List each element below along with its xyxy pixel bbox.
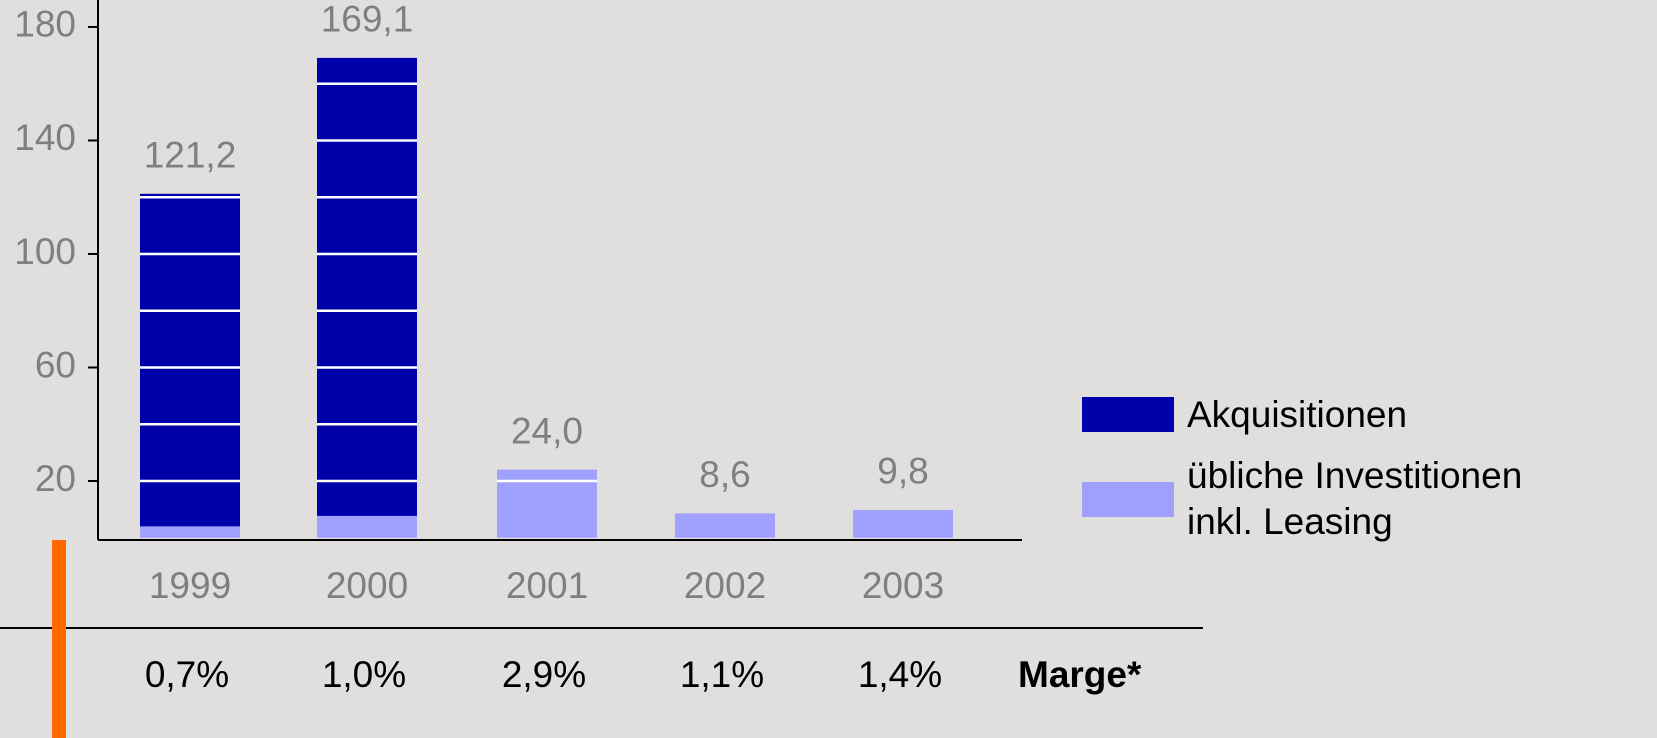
margin-value: 2,9% [502,654,586,695]
x-tick-label: 1999 [149,565,231,606]
y-tick-label: 100 [14,231,76,272]
y-tick-label: 180 [14,4,76,45]
legend-label: übliche Investitionen inkl. Leasing [1187,455,1523,542]
bar-segment [675,513,775,538]
bar-segment [140,193,240,527]
margin-value: 1,1% [680,654,764,695]
margin-label: Marge* [1018,654,1142,695]
total-label: 24,0 [511,410,583,451]
legend-swatch [1082,482,1174,517]
margin-value: 0,7% [145,654,229,695]
margin-value: 1,0% [322,654,406,695]
bar-segment [140,526,240,538]
x-tick-label: 2000 [326,565,408,606]
bar-segment [317,57,417,516]
bar-segment [317,515,417,538]
total-label: 9,8 [877,451,928,492]
x-tick-label: 2001 [506,565,588,606]
bar-segment [853,509,953,538]
y-tick-label: 60 [35,344,76,385]
x-tick-label: 2002 [684,565,766,606]
total-label: 8,6 [699,454,750,495]
legend-swatch [1082,397,1174,432]
x-tick-label: 2003 [862,565,944,606]
margin-value: 1,4% [858,654,942,695]
total-label: 169,1 [321,0,414,40]
y-tick-label: 140 [14,117,76,158]
accent-bar [52,540,66,738]
legend-label: Akquisitionen [1187,394,1408,435]
total-label: 121,2 [144,135,237,176]
y-tick-label: 20 [35,458,76,499]
